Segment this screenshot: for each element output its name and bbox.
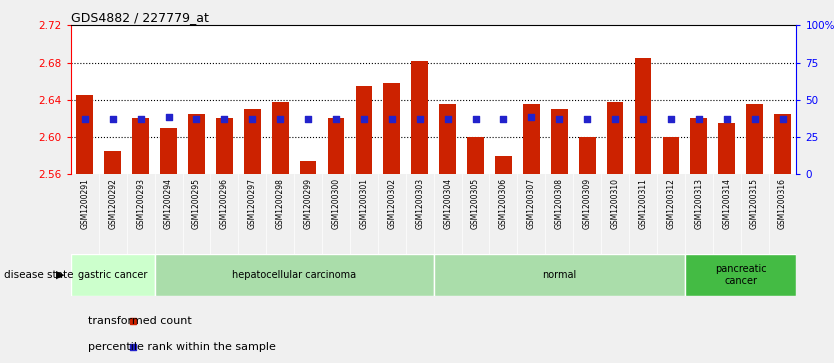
Text: GSM1200305: GSM1200305 (471, 178, 480, 229)
Text: GSM1200308: GSM1200308 (555, 178, 564, 229)
Point (636, 117, 650, 122)
Text: GSM1200298: GSM1200298 (276, 178, 284, 229)
Point (385, 117, 399, 122)
Bar (434, 254, 685, 296)
Text: GSM1200297: GSM1200297 (248, 178, 257, 229)
Text: GSM1200304: GSM1200304 (443, 178, 452, 229)
Point (70, 344, 83, 350)
Point (70, 318, 83, 324)
Point (218, 117, 231, 122)
Text: GSM1200292: GSM1200292 (108, 178, 118, 229)
Text: GSM1200312: GSM1200312 (666, 178, 676, 229)
Point (441, 117, 455, 122)
Text: GSM1200316: GSM1200316 (778, 178, 787, 229)
Text: GSM1200303: GSM1200303 (415, 178, 425, 229)
Text: GSM1200296: GSM1200296 (220, 178, 229, 229)
Bar (216, 118, 233, 174)
Bar (77, 95, 93, 174)
Text: normal: normal (542, 270, 576, 280)
Point (301, 117, 314, 122)
Point (274, 117, 287, 122)
Point (525, 114, 538, 119)
Bar (328, 118, 344, 174)
Bar (685, 254, 796, 296)
Bar (104, 151, 121, 174)
Bar (746, 105, 763, 174)
Bar (133, 118, 149, 174)
Text: GSM1200291: GSM1200291 (80, 178, 89, 229)
Point (776, 117, 789, 122)
Text: GSM1200310: GSM1200310 (610, 178, 620, 229)
Text: disease state: disease state (4, 270, 73, 280)
Text: GSM1200311: GSM1200311 (639, 178, 647, 229)
Point (469, 117, 482, 122)
Point (580, 117, 594, 122)
Bar (384, 83, 400, 174)
Text: GSM1200302: GSM1200302 (387, 178, 396, 229)
Point (329, 117, 343, 122)
Bar (244, 109, 261, 174)
Text: percentile rank within the sample: percentile rank within the sample (88, 342, 275, 352)
Point (134, 117, 148, 122)
Text: GSM1200314: GSM1200314 (722, 178, 731, 229)
Text: GSM1200309: GSM1200309 (583, 178, 591, 229)
Text: GSM1200313: GSM1200313 (694, 178, 703, 229)
Bar (579, 137, 595, 174)
Point (664, 117, 677, 122)
Text: transformed count: transformed count (88, 316, 191, 326)
Point (720, 117, 733, 122)
Bar (411, 61, 428, 174)
Point (78, 117, 92, 122)
Point (245, 117, 259, 122)
Text: GSM1200295: GSM1200295 (192, 178, 201, 229)
Point (106, 117, 119, 122)
Text: pancreatic
cancer: pancreatic cancer (715, 264, 766, 286)
Bar (272, 102, 289, 174)
Point (692, 117, 706, 122)
Point (413, 117, 426, 122)
Text: GSM1200299: GSM1200299 (304, 178, 313, 229)
Text: GSM1200301: GSM1200301 (359, 178, 369, 229)
Text: hepatocellular carcinoma: hepatocellular carcinoma (232, 270, 356, 280)
Bar (662, 137, 679, 174)
Bar (355, 86, 372, 174)
Bar (635, 58, 651, 174)
Bar (551, 109, 568, 174)
Text: GSM1200300: GSM1200300 (331, 178, 340, 229)
Text: GSM1200307: GSM1200307 (527, 178, 536, 229)
Bar (154, 254, 434, 296)
Bar (188, 114, 205, 174)
Bar (495, 156, 512, 174)
Point (357, 117, 370, 122)
Text: ▶: ▶ (56, 270, 64, 280)
Bar (691, 118, 707, 174)
Point (553, 117, 566, 122)
Bar (718, 123, 735, 174)
Text: GDS4882 / 227779_at: GDS4882 / 227779_at (71, 11, 208, 24)
Text: GSM1200306: GSM1200306 (499, 178, 508, 229)
Bar (299, 161, 316, 174)
Bar (774, 114, 791, 174)
Text: GSM1200294: GSM1200294 (164, 178, 173, 229)
Point (497, 117, 510, 122)
Bar (440, 105, 456, 174)
Point (190, 117, 203, 122)
Point (162, 115, 175, 121)
Bar (467, 137, 484, 174)
Text: gastric cancer: gastric cancer (78, 270, 148, 280)
Bar (523, 105, 540, 174)
Bar (71, 254, 154, 296)
Bar (606, 102, 624, 174)
Text: GSM1200315: GSM1200315 (750, 178, 759, 229)
Bar (160, 128, 177, 174)
Point (608, 117, 621, 122)
Text: GSM1200293: GSM1200293 (136, 178, 145, 229)
Point (748, 117, 761, 122)
